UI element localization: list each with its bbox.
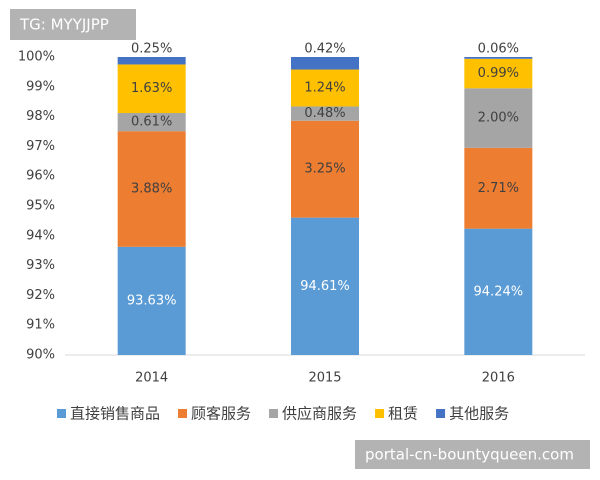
legend-swatch [436, 409, 446, 418]
y-tick-label: 92% [26, 288, 55, 303]
y-tick-label: 93% [26, 258, 55, 273]
legend-label: 顾客服务 [191, 405, 251, 423]
y-tick-label: 97% [26, 139, 55, 154]
bar-segment [117, 57, 186, 65]
bar-segment [117, 131, 186, 247]
data-label: 1.63% [131, 81, 172, 96]
bar-segment [117, 246, 186, 355]
bar-segment [464, 57, 533, 59]
watermark: TG: MYYJJPP [19, 16, 109, 34]
y-tick-label: 90% [26, 348, 55, 363]
watermark-box [355, 440, 590, 469]
x-tick-label: 2015 [308, 371, 341, 386]
data-label: 2.71% [478, 181, 519, 196]
legend-swatch [178, 409, 188, 418]
data-label: 3.88% [131, 182, 172, 197]
y-tick-label: 100% [18, 50, 55, 65]
bar-segment [117, 64, 186, 114]
bar-segment [464, 58, 533, 89]
data-label: 2.00% [478, 111, 519, 126]
bar-segment [291, 106, 359, 121]
bar-segment [291, 69, 359, 107]
data-label: 94.24% [474, 284, 524, 299]
legend-swatch [269, 409, 279, 418]
bar-segment [464, 147, 533, 229]
bar-segment [464, 88, 533, 148]
data-label: 0.48% [304, 106, 345, 121]
data-label: 0.06% [478, 42, 519, 57]
y-tick-label: 91% [26, 318, 55, 333]
bar-segment [117, 113, 186, 132]
legend-label: 供应商服务 [282, 405, 357, 423]
data-label: 0.42% [304, 42, 345, 57]
y-tick-label: 95% [26, 199, 55, 214]
bar-segment [291, 57, 359, 70]
legend-label: 租赁 [388, 405, 418, 423]
x-tick-label: 2016 [482, 371, 515, 386]
data-label: 0.61% [131, 115, 172, 130]
bar-segment [291, 120, 359, 218]
data-label: 0.25% [131, 42, 172, 57]
watermark: portal-cn-bountyqueen.com [365, 446, 574, 464]
y-tick-label: 99% [26, 79, 55, 94]
data-label: 3.25% [304, 162, 345, 177]
y-tick-label: 98% [26, 109, 55, 124]
legend-swatch [57, 409, 66, 418]
legend-label: 直接销售商品 [70, 405, 160, 423]
bar-segment [464, 228, 533, 355]
y-tick-label: 94% [26, 228, 55, 243]
legend-swatch [375, 409, 385, 418]
data-label: 93.63% [127, 293, 177, 308]
x-tick-label: 2014 [135, 371, 168, 386]
watermark-box [10, 9, 136, 40]
data-label: 94.61% [300, 279, 350, 294]
data-label: 1.24% [304, 80, 345, 95]
legend-label: 其他服务 [449, 405, 509, 423]
bar-segment [291, 217, 359, 355]
y-tick-label: 96% [26, 169, 55, 184]
data-label: 0.99% [478, 66, 519, 81]
